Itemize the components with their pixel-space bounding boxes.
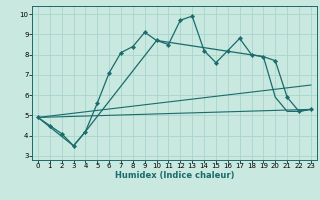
X-axis label: Humidex (Indice chaleur): Humidex (Indice chaleur) (115, 171, 234, 180)
